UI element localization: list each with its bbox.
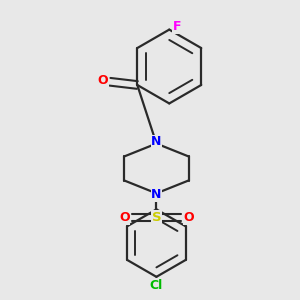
Text: O: O bbox=[183, 211, 194, 224]
Text: F: F bbox=[173, 20, 182, 33]
Text: Cl: Cl bbox=[150, 279, 163, 292]
Text: S: S bbox=[152, 211, 161, 224]
Text: N: N bbox=[151, 136, 162, 148]
Text: O: O bbox=[119, 211, 130, 224]
Text: O: O bbox=[98, 74, 108, 87]
Text: N: N bbox=[151, 188, 162, 202]
